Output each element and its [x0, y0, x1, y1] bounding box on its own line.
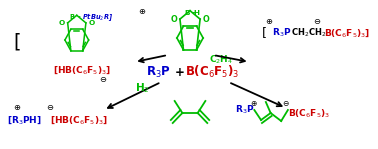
Text: -: -: [78, 14, 81, 20]
Text: $\oplus$: $\oplus$: [138, 7, 146, 17]
Text: +: +: [175, 66, 184, 79]
Text: -H: -H: [192, 10, 201, 16]
Text: $\oplus$: $\oplus$: [13, 104, 22, 112]
Text: $\ominus$: $\ominus$: [99, 76, 107, 84]
Text: [: [: [14, 32, 21, 52]
Text: O: O: [89, 20, 95, 26]
Text: [HB(C$_6$F$_5$)$_3$]: [HB(C$_6$F$_5$)$_3$]: [50, 114, 108, 126]
Text: CH$_2$CH$_2$: CH$_2$CH$_2$: [291, 27, 326, 39]
Text: O: O: [59, 20, 65, 26]
Text: B: B: [184, 10, 190, 16]
Text: R$_3$P: R$_3$P: [271, 27, 291, 39]
Text: C$_2$H$_4$: C$_2$H$_4$: [209, 54, 234, 66]
Text: [HB(C$_6$F$_5$)$_3$]: [HB(C$_6$F$_5$)$_3$]: [53, 64, 111, 76]
Text: $\ominus$: $\ominus$: [282, 100, 290, 108]
Text: H$_2$: H$_2$: [135, 81, 149, 95]
Text: $\oplus$: $\oplus$: [249, 98, 257, 107]
Text: PtBu$_2$R]: PtBu$_2$R]: [82, 11, 113, 23]
Text: O: O: [170, 15, 177, 24]
Text: B: B: [70, 14, 75, 20]
Text: B(C$_6$F$_5$)$_3$: B(C$_6$F$_5$)$_3$: [288, 108, 330, 120]
Text: R$_3$P: R$_3$P: [235, 104, 255, 116]
Text: B(C$_6$F$_5$)$_3$]: B(C$_6$F$_5$)$_3$]: [324, 27, 370, 39]
Text: $\oplus$: $\oplus$: [265, 17, 273, 27]
Text: $\ominus$: $\ominus$: [313, 17, 321, 27]
Text: $\ominus$: $\ominus$: [46, 104, 54, 112]
Text: B(C$_6$F$_5$)$_3$: B(C$_6$F$_5$)$_3$: [185, 64, 240, 80]
Text: O: O: [203, 15, 210, 24]
Text: R$_3$P: R$_3$P: [146, 65, 171, 80]
Text: [: [: [262, 27, 266, 39]
Text: [R$_3$PH]: [R$_3$PH]: [7, 114, 42, 126]
